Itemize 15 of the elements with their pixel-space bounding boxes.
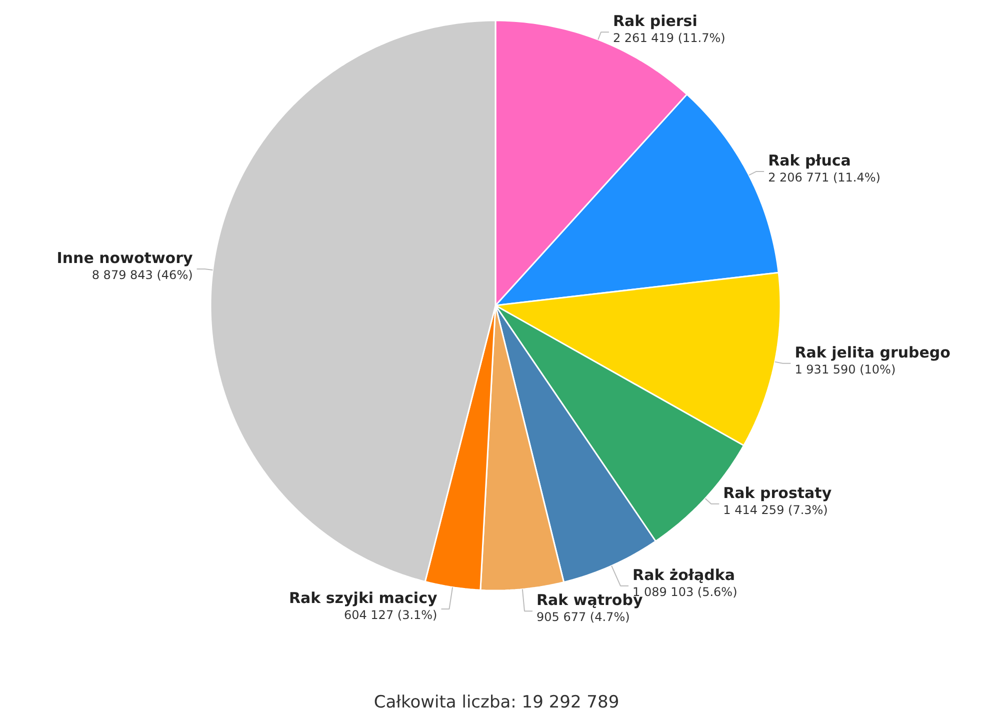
text: Całkowita liczba: 19 292 789 — [374, 692, 620, 712]
slice-label: Rak żołądka — [632, 566, 735, 584]
slice-label: Rak szyjki macicy — [288, 588, 438, 607]
slice-label: Rak płuca — [768, 152, 851, 170]
data-label: 2 261 419 (11.7%) — [612, 31, 726, 46]
slice-label: Rak piersi — [612, 12, 698, 30]
slice-label: Rak prostaty — [723, 484, 832, 502]
data-label: 1 414 259 (7.3%) — [723, 502, 828, 517]
data-label: 2 206 771 (11.4%) — [768, 170, 880, 185]
data-label: 905 677 (4.7%) — [536, 610, 630, 624]
data-label: 1 931 590 (10%) — [794, 362, 896, 376]
data-label: 8 879 843 (46%) — [92, 268, 193, 282]
slice-label: Rak jelita grubego — [794, 343, 950, 362]
data-label: 604 127 (3.1%) — [344, 608, 438, 622]
slice-label: Inne nowotwory — [56, 249, 193, 268]
